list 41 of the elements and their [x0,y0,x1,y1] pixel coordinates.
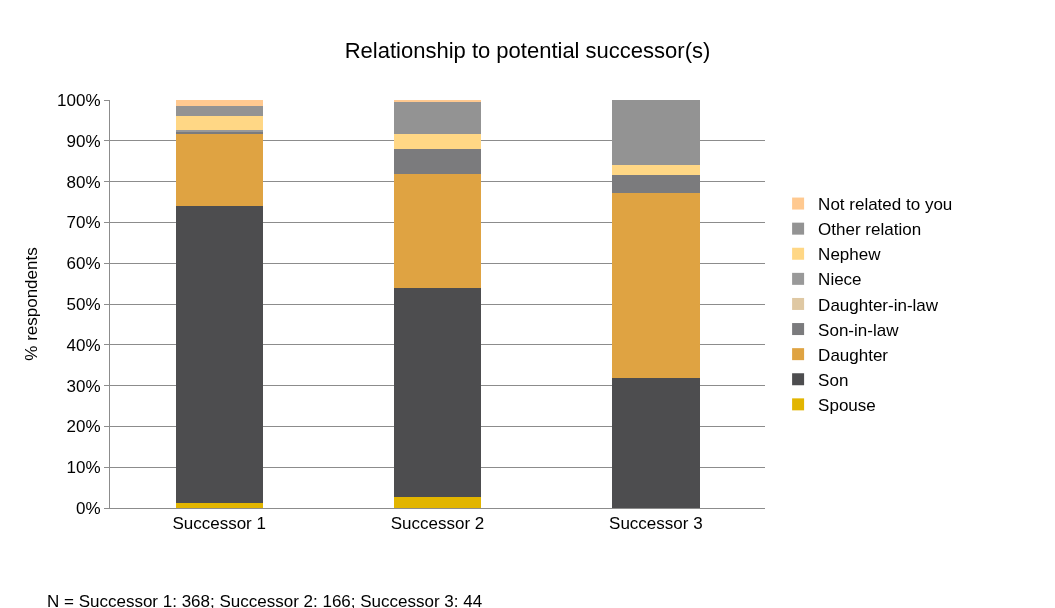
bar [612,193,700,379]
bar [612,378,700,508]
chart-title: Relationship to potential successor(s) [344,37,711,63]
bar [393,148,482,174]
y-tick-label: 100% [57,90,101,110]
legend-label: Spouse [818,395,876,415]
legend-label: Other relation [818,220,922,240]
x-tick-label: Successor 2 [390,514,485,534]
y-tick-label: 60% [66,254,101,274]
bar [393,173,482,288]
y-tick-label: 90% [66,131,101,151]
y-tick-label: 20% [66,417,101,437]
y-tick-label: 80% [66,172,101,192]
y-tick-label: 40% [66,335,101,355]
bar [393,102,482,135]
y-tick-label: 50% [66,294,101,314]
y-tick-label: 30% [66,376,101,396]
y-axis-title: % respondents [21,247,41,361]
legend-label: Daughter-in-law [818,295,939,315]
legend-label: Son [818,370,849,390]
bar [393,496,482,508]
legend-label: Daughter [818,345,889,365]
y-tick-label: 70% [66,213,101,233]
y-tick-label: 10% [66,458,101,478]
bar [393,134,482,149]
y-tick-label: 0% [76,498,101,518]
bar [175,133,263,207]
bar [393,287,482,497]
bar [175,100,263,106]
bar [175,105,263,116]
bar [175,206,263,503]
legend-label: Not related to you [818,195,953,215]
legend-label: Son-in-law [818,320,900,340]
x-tick-label: Successor 1 [172,514,266,534]
bar [175,502,263,508]
legend-label: Niece [818,270,862,290]
bar [612,174,700,194]
bar [175,115,263,131]
x-tick-label: Successor 3 [609,514,703,534]
legend-label: Nephew [818,245,882,265]
bar [612,164,700,175]
